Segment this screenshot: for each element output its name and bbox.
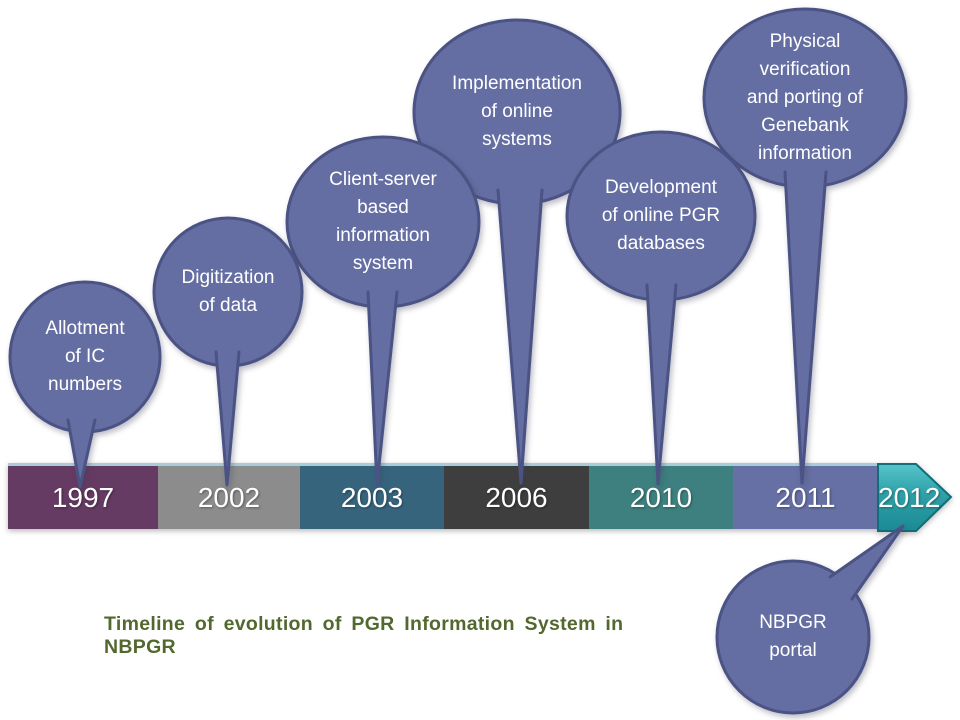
balloon-digitization-of-data <box>152 216 304 487</box>
timeline-segment-2011 <box>733 466 878 529</box>
bar-top-highlight <box>8 463 878 467</box>
timeline-segment-2006 <box>444 466 589 529</box>
balloon-physical-verification-genebank <box>702 7 908 485</box>
balloon-development-online-pgr-databases <box>565 130 757 486</box>
timeline-bar <box>8 463 953 532</box>
balloon-client-server-information-system <box>285 135 481 487</box>
timeline-segment-2010 <box>589 466 733 529</box>
balloon-nbpgr-portal <box>715 524 905 715</box>
balloon-allotment-ic-numbers <box>8 280 162 489</box>
timeline-arrow-2012 <box>877 463 953 532</box>
slide-caption: Timeline of evolution of PGR Information… <box>104 613 624 658</box>
timeline-segment-2003 <box>300 466 444 529</box>
balloon-implementation-online-systems <box>412 18 622 485</box>
